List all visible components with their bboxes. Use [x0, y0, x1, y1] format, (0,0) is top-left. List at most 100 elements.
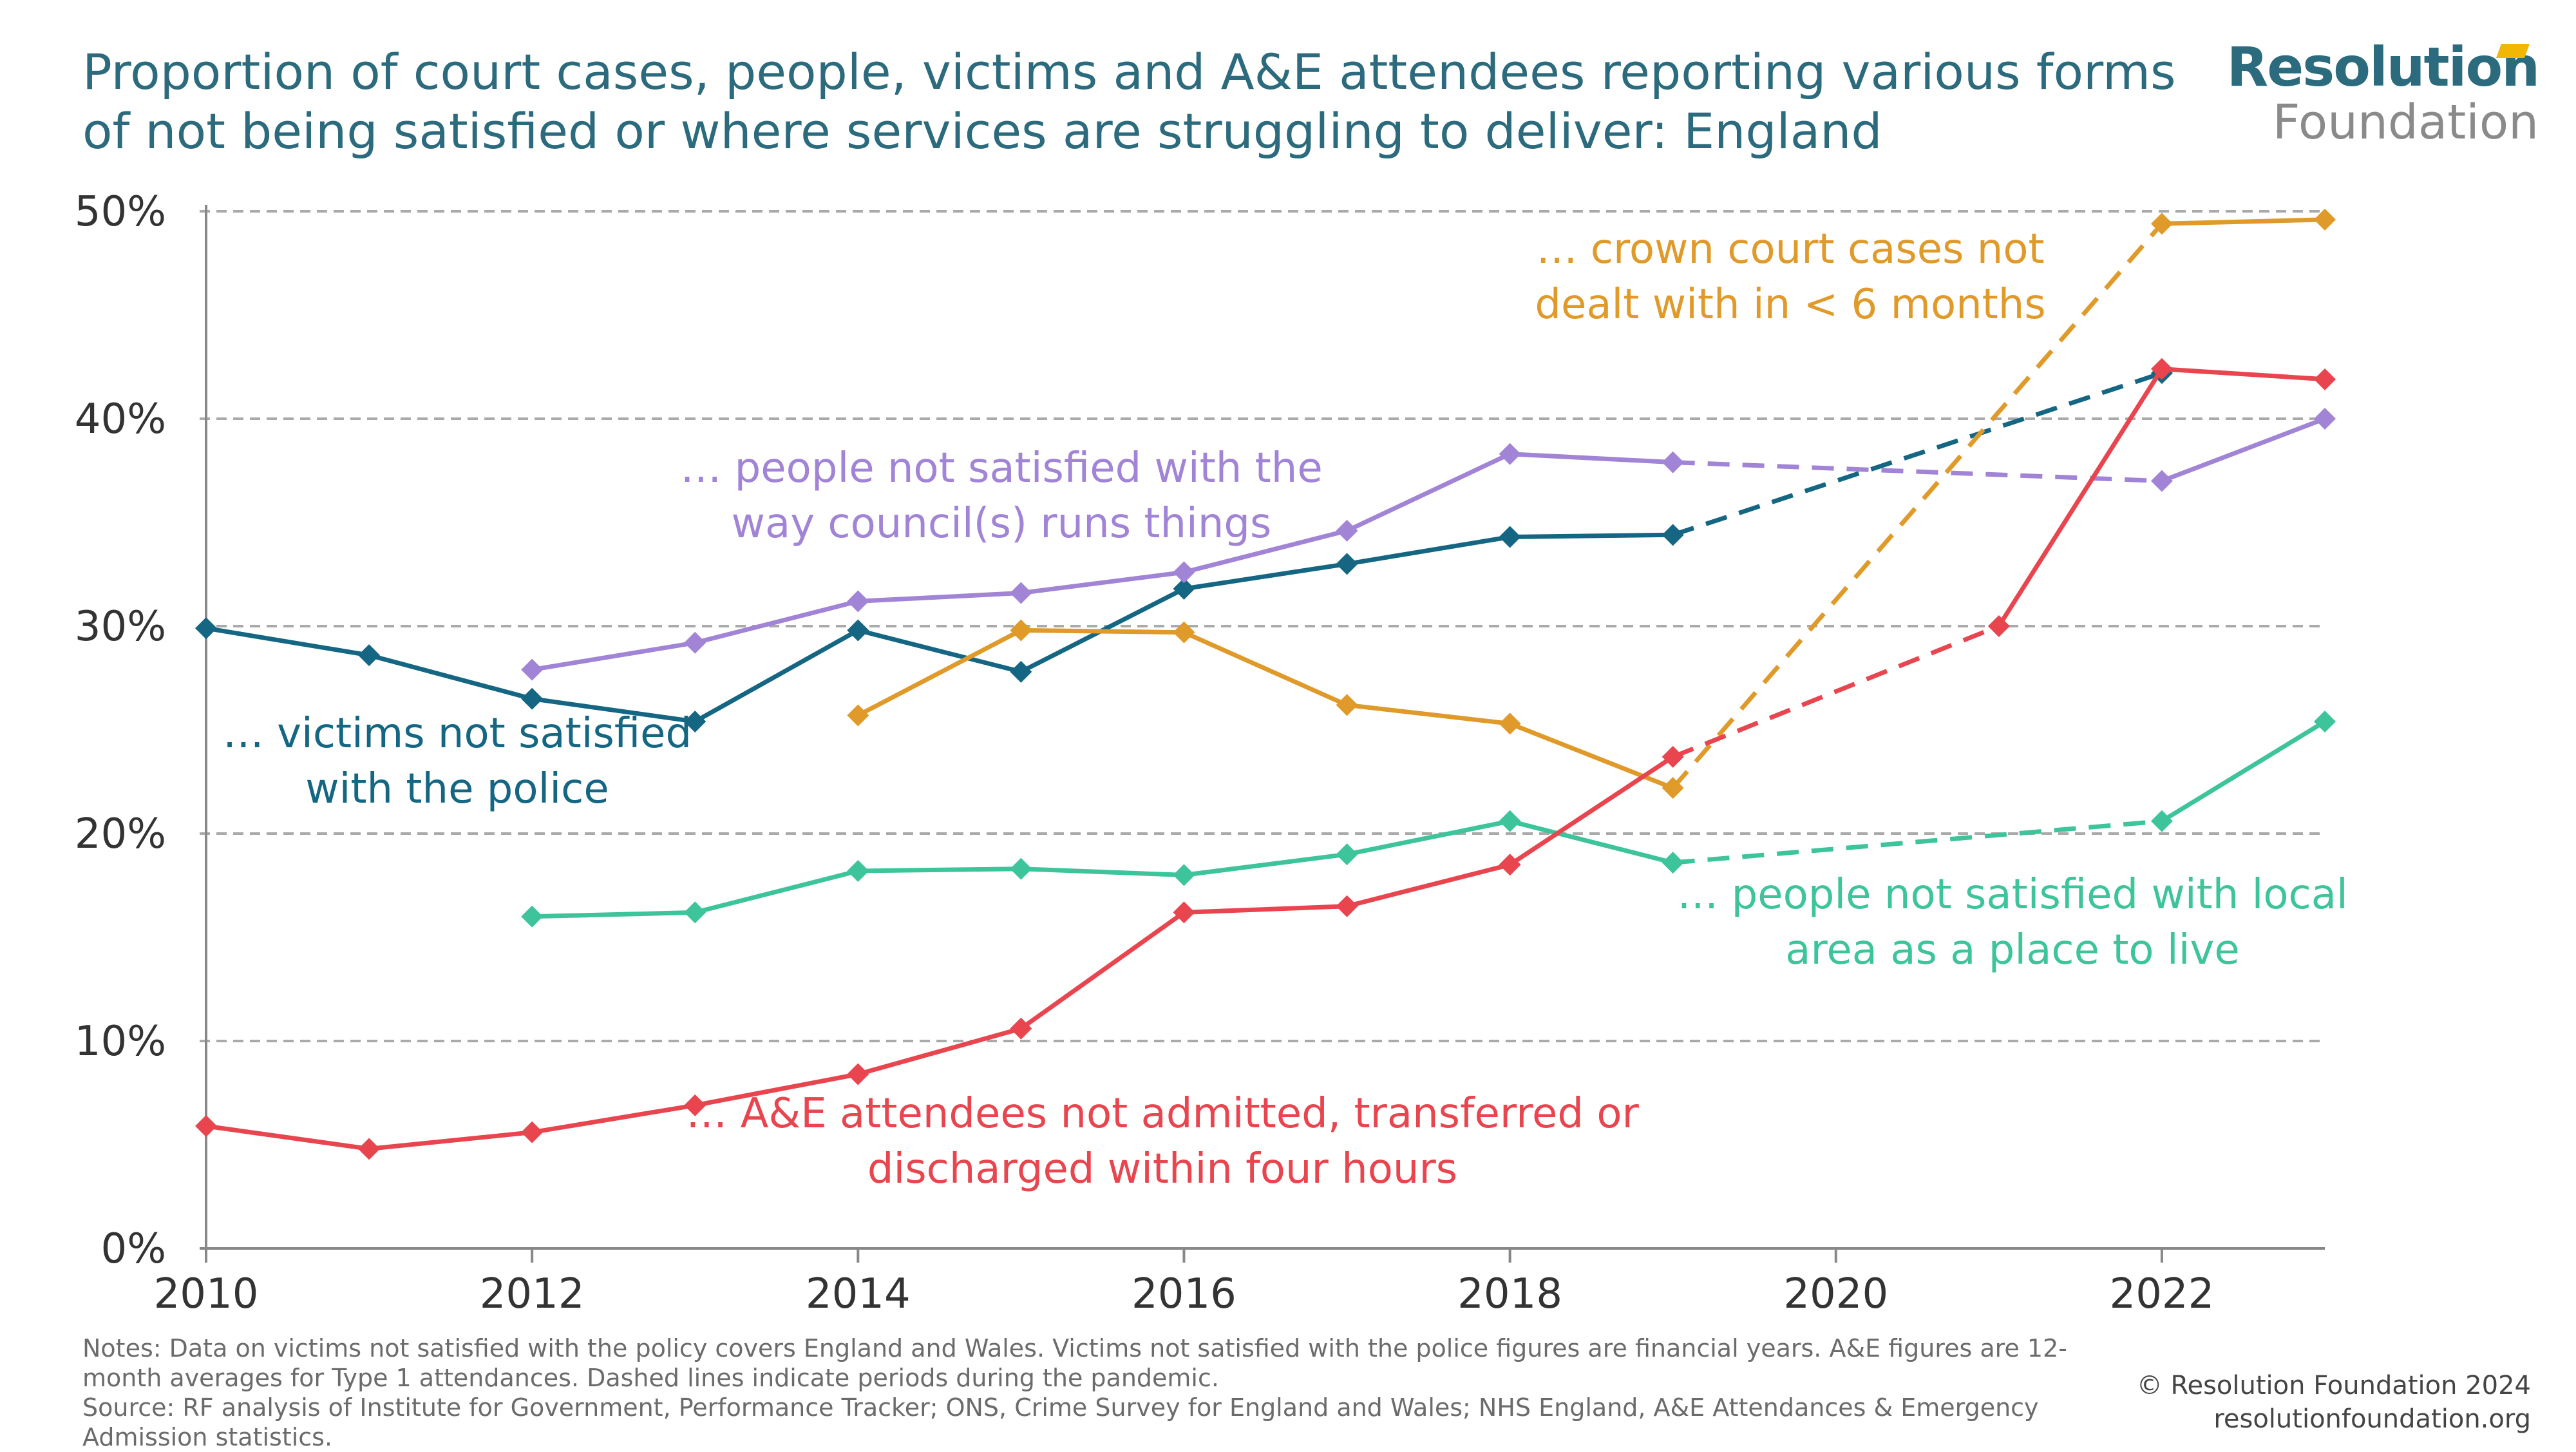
crown-series-line: [857, 627, 1674, 790]
axes: 0% 10% 20% 30% 40% 50% 2010 2012 2014 2016 2018 202…: [75, 188, 2325, 1318]
local-data-point: [847, 859, 869, 882]
website-text: resolutionfoundation.org: [2213, 1404, 2531, 1434]
council-data-point: [1173, 561, 1195, 584]
crown-dashed-line: [1671, 222, 2164, 790]
y-tick-label: 0%: [100, 1225, 166, 1273]
council-data-point: [684, 631, 706, 654]
local-dashed-line: [1672, 819, 2163, 865]
chart-title: Proportion of court cases, people, victi…: [82, 43, 2176, 160]
local-series-line: [532, 819, 1674, 919]
police-data-point: [1010, 660, 1032, 683]
crown-post-pandemic-line: [2161, 217, 2325, 226]
council-data-point: [1336, 519, 1358, 542]
ae-data-point: [1173, 901, 1195, 924]
council-post-pandemic-line: [2161, 416, 2326, 483]
police-dashed-line: [1672, 370, 2163, 537]
ae-data-point: [1662, 745, 1684, 768]
chart-notes: Notes: Data on victims not satisfied wit…: [82, 1333, 2143, 1452]
council-data-point: [521, 658, 544, 681]
local-series-label: … people not satisfied with local: [1677, 871, 2347, 919]
local-data-point: [521, 905, 544, 928]
police-data-point: [684, 711, 706, 733]
local-data-point: [2150, 810, 2173, 832]
x-tick-label: 2012: [480, 1270, 585, 1318]
y-tick-label: 50%: [75, 188, 166, 236]
crown-data-point: [1173, 621, 1195, 644]
x-tick-label: 2010: [154, 1270, 259, 1318]
ae-data-point: [847, 1063, 869, 1085]
crown-data-point: [1499, 712, 1521, 735]
police-data-point: [1499, 526, 1521, 548]
council-data-point: [2314, 408, 2336, 430]
logo-line-1: Resolution: [2226, 35, 2540, 99]
crown-data-point: [2150, 213, 2173, 235]
council-data-point: [1499, 443, 1521, 465]
x-tick-label: 2020: [1783, 1270, 1888, 1318]
copyright-text: © Resolution Foundation 2024: [2136, 1371, 2531, 1400]
y-tick-label: 20%: [75, 810, 166, 858]
resolution-foundation-logo: Resolution Foundation: [2226, 35, 2540, 148]
ae-data-point: [195, 1115, 217, 1138]
crown-data-point: [1336, 694, 1358, 716]
police-data-point: [1662, 524, 1684, 546]
x-tick-label: 2022: [2109, 1270, 2214, 1318]
police-data-point: [1173, 578, 1195, 600]
ae-series-label: … A&E attendees not admitted, transferre…: [686, 1090, 1639, 1138]
y-tick-label: 30%: [75, 603, 166, 651]
source-text: Source: RF analysis of Institute for Gov…: [82, 1393, 2039, 1451]
crown-data-point: [1662, 777, 1684, 799]
local-data-point: [684, 901, 706, 924]
ae-series-label: discharged within four hours: [867, 1145, 1457, 1193]
police-data-point: [521, 687, 544, 710]
council-series-label: way council(s) runs things: [732, 500, 1272, 548]
council-data-point: [1010, 582, 1032, 604]
police-data-point: [195, 617, 217, 640]
crown-data-point: [1010, 619, 1032, 642]
council-dashed-line: [1672, 460, 2163, 484]
crown-data-point: [847, 704, 869, 727]
council-data-point: [847, 590, 869, 613]
police-data-point: [1336, 553, 1358, 575]
local-series-label: area as a place to live: [1785, 926, 2239, 974]
x-tick-label: 2018: [1457, 1270, 1562, 1318]
ae-data-point: [1987, 615, 2010, 637]
police-series-label: with the police: [305, 765, 609, 813]
local-data-point: [1173, 864, 1195, 886]
notes-text: Notes: Data on victims not satisfied wit…: [82, 1334, 2067, 1392]
y-tick-label: 40%: [75, 396, 166, 443]
council-series-label: … people not satisfied with the: [680, 444, 1322, 492]
gridlines: [200, 210, 2325, 1042]
ae-data-point: [1499, 854, 1521, 876]
local-post-pandemic-line: [2161, 720, 2326, 823]
data-series: [195, 208, 2336, 1160]
local-data-point: [2314, 711, 2336, 733]
police-data-point: [358, 644, 381, 667]
local-data-point: [1499, 810, 1521, 832]
series-labels: … victims not satisfied with the police … …: [223, 225, 2348, 1193]
ae-data-point: [358, 1138, 381, 1160]
ae-data-point: [2314, 368, 2336, 390]
ae-dashed-line: [1672, 624, 2000, 759]
ae-data-point: [684, 1094, 706, 1116]
ae-data-point: [2150, 358, 2173, 380]
crown-series-label: … crown court cases not: [1536, 225, 2044, 273]
x-tick-label: 2016: [1132, 1270, 1236, 1318]
copyright-block: © Resolution Foundation 2024 resolutionf…: [2137, 1369, 2531, 1436]
council-series-line: [531, 452, 1673, 673]
ae-series-line: [205, 754, 1674, 1151]
council-data-point: [1662, 451, 1684, 473]
local-data-point: [1662, 852, 1684, 874]
ae-data-point: [1010, 1017, 1032, 1040]
police-series-label: … victims not satisfied: [223, 710, 692, 758]
x-tick-label: 2014: [806, 1270, 911, 1318]
ae-data-point: [521, 1121, 544, 1143]
crown-series-label: dealt with in < 6 months: [1535, 281, 2045, 329]
y-tick-label: 10%: [75, 1018, 166, 1065]
ae-data-point: [1336, 895, 1358, 917]
council-data-point: [2150, 470, 2173, 492]
ae-post-pandemic-line: [1996, 367, 2325, 627]
local-data-point: [1010, 857, 1032, 880]
police-series-line: [205, 532, 1673, 724]
police-data-point: [847, 619, 869, 642]
